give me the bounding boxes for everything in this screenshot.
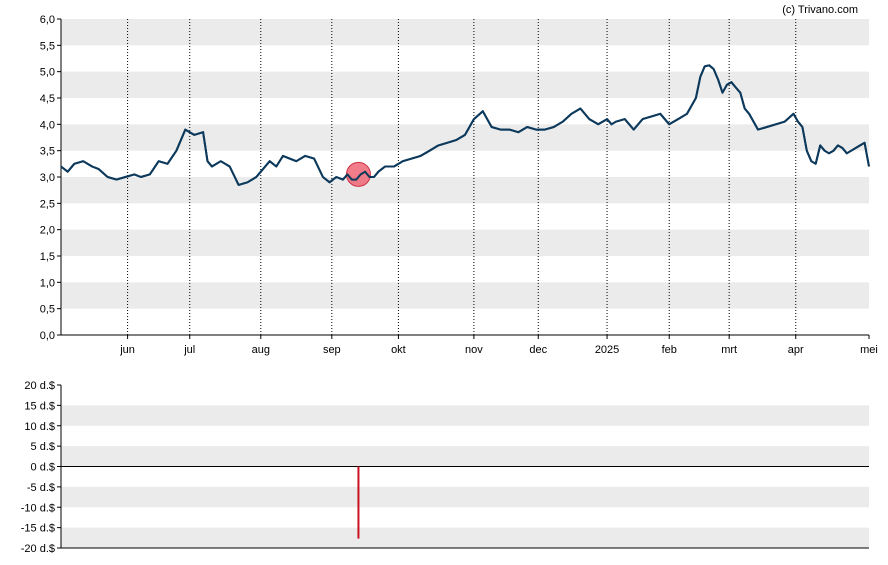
y-tick-label: 10 d.$	[24, 421, 55, 433]
y-tick-label: -5 d.$	[27, 482, 55, 494]
grid-band	[61, 486, 869, 508]
grid-band	[61, 124, 869, 151]
y-tick-label: 4,5	[40, 93, 55, 105]
y-tick-label: 3,5	[40, 146, 55, 158]
x-tick-label: jun	[119, 344, 135, 356]
x-tick-label: apr	[788, 344, 804, 356]
y-tick-label: 5,0	[40, 67, 55, 79]
y-tick-label: 1,0	[40, 277, 55, 289]
y-tick-label: -20 d.$	[21, 543, 55, 555]
grid-band	[61, 405, 869, 426]
x-tick-label: sep	[323, 344, 341, 356]
y-tick-label: 6,0	[40, 14, 55, 26]
y-tick-label: 5,5	[40, 40, 55, 52]
x-tick-label: mei	[860, 344, 878, 356]
grid-band	[61, 71, 869, 98]
credit-label: (c) Trivano.com	[782, 4, 858, 16]
y-tick-label: 2,5	[40, 198, 55, 210]
x-tick-label: dec	[529, 344, 547, 356]
grid-band	[61, 527, 869, 548]
y-tick-label: 0 d.$	[31, 462, 55, 474]
grid-band	[61, 19, 869, 46]
y-tick-label: 3,0	[40, 172, 55, 184]
y-tick-label: -10 d.$	[21, 502, 55, 514]
price-series-line-overlay	[60, 64, 870, 186]
grid-band	[61, 282, 869, 309]
y-tick-label: 15 d.$	[24, 400, 55, 412]
x-tick-label: aug	[252, 344, 270, 356]
x-tick-label: okt	[391, 344, 406, 356]
y-tick-label: 0,5	[40, 304, 55, 316]
y-tick-label: -15 d.$	[21, 523, 55, 535]
x-tick-label: jul	[183, 344, 195, 356]
x-tick-label: feb	[662, 344, 677, 356]
x-tick-label: 2025	[595, 344, 619, 356]
x-tick-label: mrt	[721, 344, 737, 356]
y-tick-label: 20 d.$	[24, 380, 55, 392]
y-tick-label: 2,0	[40, 225, 55, 237]
y-tick-label: 1,5	[40, 251, 55, 263]
dividend-chart-panel: 20 d.$ 15 d.$ 10 d.$ 5 d.$ 0 d.$ -5 d.$ -10 d.…	[21, 380, 869, 555]
y-tick-label: 4,0	[40, 119, 55, 131]
x-tick-label: nov	[465, 344, 483, 356]
grid-band	[61, 177, 869, 204]
price-chart-panel: 0,00,51,01,52,02,53,03,54,04,55,05,56,0 …	[40, 14, 878, 356]
grid-band	[61, 229, 869, 256]
y-tick-label: 5 d.$	[31, 441, 55, 453]
grid-band	[61, 446, 869, 467]
y-tick-label: 0,0	[40, 330, 55, 342]
